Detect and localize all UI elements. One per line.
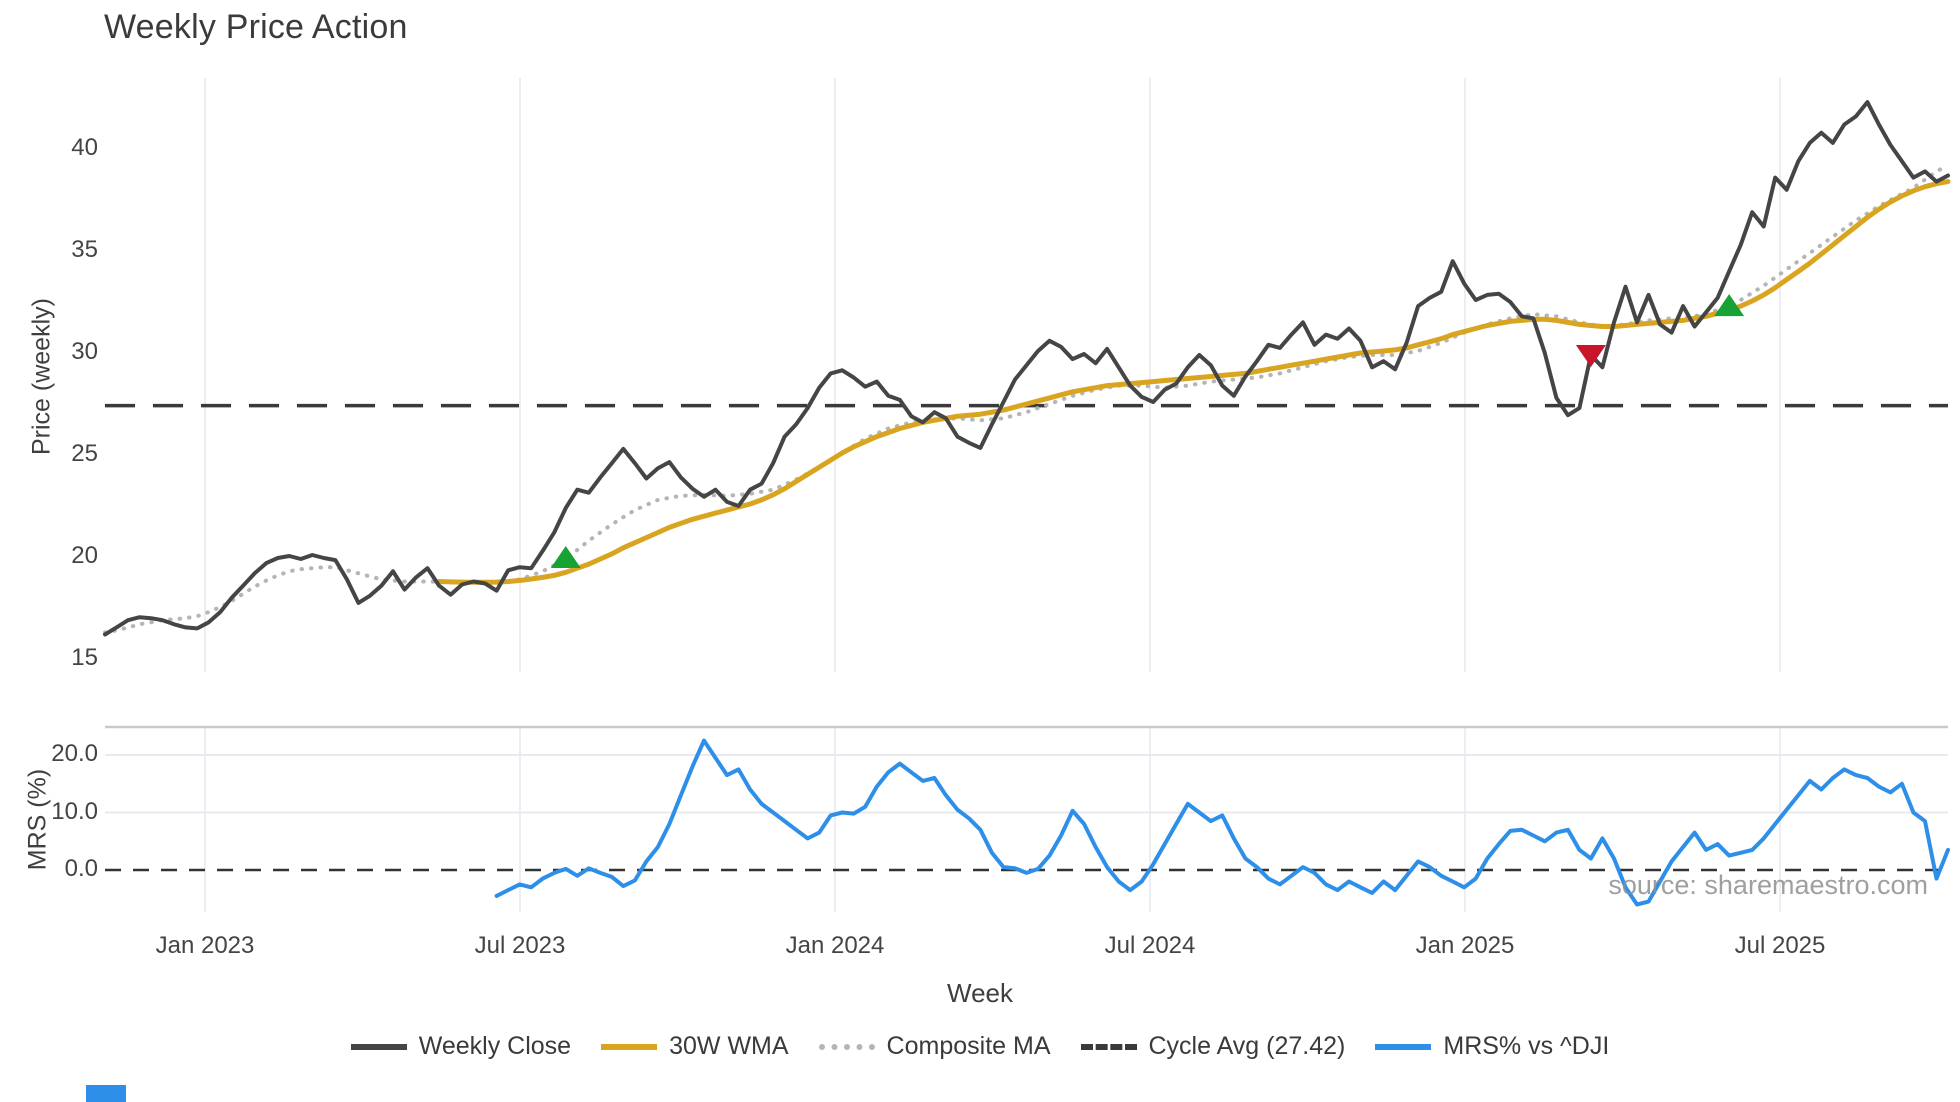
x-axis-label: Week	[947, 978, 1013, 1008]
legend-line-sample	[818, 1043, 875, 1050]
legend-item-label: 30W WMA	[669, 1032, 789, 1060]
weekly-close-line	[103, 100, 1950, 637]
legend-item-label: MRS% vs ^DJI	[1443, 1032, 1610, 1060]
mrs-tick-label: 10.0	[51, 797, 98, 825]
legend-item-label: Weekly Close	[418, 1032, 572, 1060]
x-tick-label: Jul 2025	[1734, 932, 1826, 959]
legend-item-30w-wma[interactable]: 30W WMA	[601, 1032, 789, 1061]
wma-line	[436, 179, 1951, 585]
mrs-tick-label: 0.0	[64, 855, 98, 882]
x-tick-label: Jul 2024	[1104, 932, 1196, 959]
legend-item-weekly-close[interactable]: Weekly Close	[350, 1032, 572, 1061]
legend-line-sample	[601, 1043, 658, 1050]
price-tick-label: 15	[71, 644, 98, 671]
composite-ma-line	[103, 163, 1950, 635]
sell-signal-marker	[1575, 345, 1606, 368]
legend-item-mrs-vs-dji[interactable]: MRS% vs ^DJI	[1375, 1032, 1609, 1061]
x-tick-label: Jul 2023	[474, 932, 566, 959]
x-tick-label: Jan 2024	[785, 932, 885, 959]
source-watermark: source: sharemaestro.com	[1608, 870, 1928, 900]
chart-title: Weekly Price Action	[104, 8, 408, 46]
legend-item-label: Cycle Avg (27.42)	[1148, 1032, 1346, 1060]
price-tick-label: 40	[71, 134, 98, 161]
legend: Weekly Close 30W WMA Composite MA Cycle Avg…	[0, 1032, 1960, 1061]
legend-item-cycle-avg-27-42-[interactable]: Cycle Avg (27.42)	[1080, 1032, 1346, 1061]
mrs-line	[494, 738, 1950, 907]
legend-line-sample	[1080, 1043, 1137, 1050]
legend-line-sample	[350, 1043, 407, 1050]
buy-signal-marker	[550, 546, 581, 569]
price-tick-label: 25	[71, 440, 98, 467]
mrs-tick-label: 20.0	[51, 740, 98, 767]
price-tick-label: 30	[71, 338, 98, 365]
legend-item-label: Composite MA	[886, 1032, 1051, 1060]
x-tick-label: Jan 2023	[155, 932, 255, 959]
corner-blue-badge	[86, 1085, 126, 1102]
price-tick-label: 20	[71, 542, 98, 569]
legend-line-sample	[1375, 1043, 1432, 1050]
buy-signal-marker	[1714, 294, 1745, 317]
price-tick-label: 35	[71, 236, 98, 263]
legend-item-composite-ma[interactable]: Composite MA	[818, 1032, 1051, 1061]
x-tick-label: Jan 2025	[1415, 932, 1515, 959]
